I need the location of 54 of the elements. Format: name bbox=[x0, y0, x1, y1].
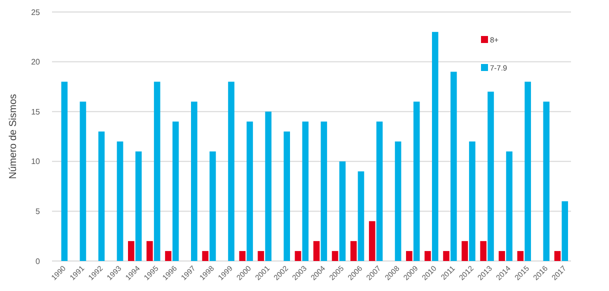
y-tick-label: 25 bbox=[31, 8, 41, 17]
bar bbox=[406, 251, 412, 261]
bar bbox=[524, 82, 531, 261]
bar bbox=[191, 102, 198, 261]
bar bbox=[202, 251, 208, 261]
y-axis-title: Número de Sismos bbox=[8, 94, 19, 180]
bar bbox=[543, 102, 550, 261]
bar bbox=[488, 92, 494, 261]
bar bbox=[172, 122, 179, 261]
bar bbox=[432, 32, 438, 261]
y-tick-label: 0 bbox=[36, 256, 41, 266]
bar bbox=[246, 122, 253, 261]
bar bbox=[506, 151, 512, 261]
bar bbox=[498, 251, 506, 261]
bar bbox=[228, 82, 234, 261]
bar bbox=[562, 201, 568, 261]
bar bbox=[294, 251, 302, 261]
y-tick-label: 5 bbox=[36, 207, 41, 216]
bar bbox=[394, 141, 402, 261]
bar bbox=[480, 241, 486, 261]
bar bbox=[332, 251, 338, 261]
bar bbox=[443, 251, 450, 261]
bar bbox=[98, 132, 105, 261]
bar bbox=[258, 251, 264, 261]
bar bbox=[450, 72, 457, 261]
bar bbox=[239, 251, 246, 261]
bar bbox=[313, 241, 320, 261]
bar bbox=[146, 241, 153, 261]
bar bbox=[265, 112, 272, 261]
bar bbox=[165, 251, 172, 261]
bar bbox=[80, 102, 86, 261]
bar bbox=[154, 82, 160, 261]
bar bbox=[339, 161, 346, 261]
bar bbox=[135, 151, 142, 261]
bar bbox=[368, 221, 376, 261]
bar bbox=[517, 251, 524, 261]
y-tick-label: 20 bbox=[31, 58, 41, 67]
bar bbox=[469, 141, 476, 261]
bar bbox=[358, 171, 364, 261]
bar bbox=[128, 241, 134, 261]
bar bbox=[350, 241, 357, 261]
bar bbox=[413, 102, 420, 261]
bar bbox=[462, 241, 468, 261]
bar bbox=[116, 141, 124, 261]
bar bbox=[554, 251, 561, 261]
bar bbox=[210, 151, 216, 261]
y-tick-label: 15 bbox=[31, 107, 41, 116]
y-tick-label: 10 bbox=[31, 157, 41, 166]
bar bbox=[61, 82, 68, 261]
bar bbox=[284, 132, 290, 261]
bar bbox=[320, 122, 328, 261]
bar bbox=[424, 251, 431, 261]
bar bbox=[302, 122, 309, 261]
bar bbox=[376, 122, 383, 261]
